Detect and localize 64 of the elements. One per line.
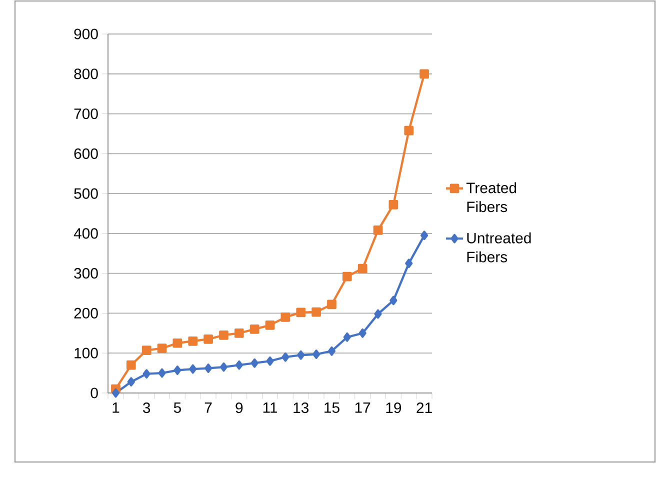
point [297, 350, 305, 360]
y-tick-label: 400 [74, 228, 98, 239]
point [296, 308, 306, 318]
y-tick-label: 700 [74, 108, 98, 120]
point [142, 369, 150, 379]
x-tick-label: 9 [236, 402, 243, 414]
point [388, 200, 398, 210]
point [204, 364, 212, 373]
x-tick-label: 19 [386, 402, 402, 414]
point [374, 309, 382, 319]
point [312, 307, 321, 317]
point [127, 377, 135, 386]
y-tick-label: 500 [74, 188, 98, 199]
y-tick-label: 200 [74, 308, 98, 318]
point [373, 226, 383, 235]
y-tick-label: 800 [74, 68, 98, 80]
y-tick-label: 900 [74, 28, 98, 40]
x-tick-label: 7 [204, 402, 212, 413]
point [265, 320, 275, 330]
point [204, 334, 213, 344]
point [250, 358, 258, 368]
y-tick-label: 600 [74, 148, 98, 159]
point [220, 362, 228, 372]
point [234, 328, 244, 338]
point [189, 364, 197, 374]
legend-label: Treated Fibers [466, 182, 516, 212]
point [280, 312, 290, 322]
point [390, 296, 398, 306]
point [358, 328, 366, 338]
x-tick-label: 5 [174, 402, 181, 413]
point [358, 264, 368, 274]
point [188, 336, 198, 346]
y-tick-label: 0 [90, 388, 98, 398]
point [235, 360, 243, 370]
x-tick-label: 13 [294, 402, 309, 414]
point [142, 346, 152, 355]
point [158, 368, 166, 378]
point [327, 300, 336, 310]
point [343, 332, 351, 342]
point [328, 346, 336, 356]
y-tick-label: 300 [74, 268, 98, 279]
point [112, 388, 120, 398]
point [420, 69, 429, 79]
point [342, 272, 352, 282]
point [405, 258, 413, 268]
point [282, 352, 290, 362]
point [157, 344, 167, 353]
x-tick-label: 3 [142, 402, 150, 414]
x-tick-label: 11 [263, 402, 278, 413]
point [266, 356, 274, 366]
point [172, 338, 182, 348]
x-tick-label: 1 [112, 402, 120, 413]
point [312, 350, 320, 359]
x-tick-label: 17 [355, 402, 370, 413]
point [219, 330, 228, 340]
point [250, 324, 260, 334]
point [404, 126, 414, 136]
point [420, 230, 428, 240]
legend-label: Untreated Fibers [467, 232, 531, 262]
point [174, 366, 182, 375]
x-tick-label: 15 [324, 402, 340, 413]
x-tick-label: 21 [416, 402, 432, 413]
y-tick-label: 100 [74, 348, 98, 358]
point [126, 360, 136, 370]
